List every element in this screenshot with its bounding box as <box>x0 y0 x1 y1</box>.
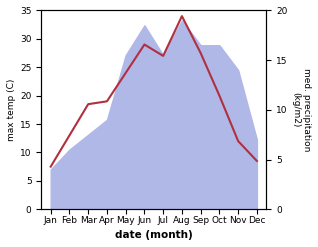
Y-axis label: max temp (C): max temp (C) <box>7 79 16 141</box>
Y-axis label: med. precipitation
(kg/m2): med. precipitation (kg/m2) <box>292 68 311 152</box>
X-axis label: date (month): date (month) <box>115 230 193 240</box>
